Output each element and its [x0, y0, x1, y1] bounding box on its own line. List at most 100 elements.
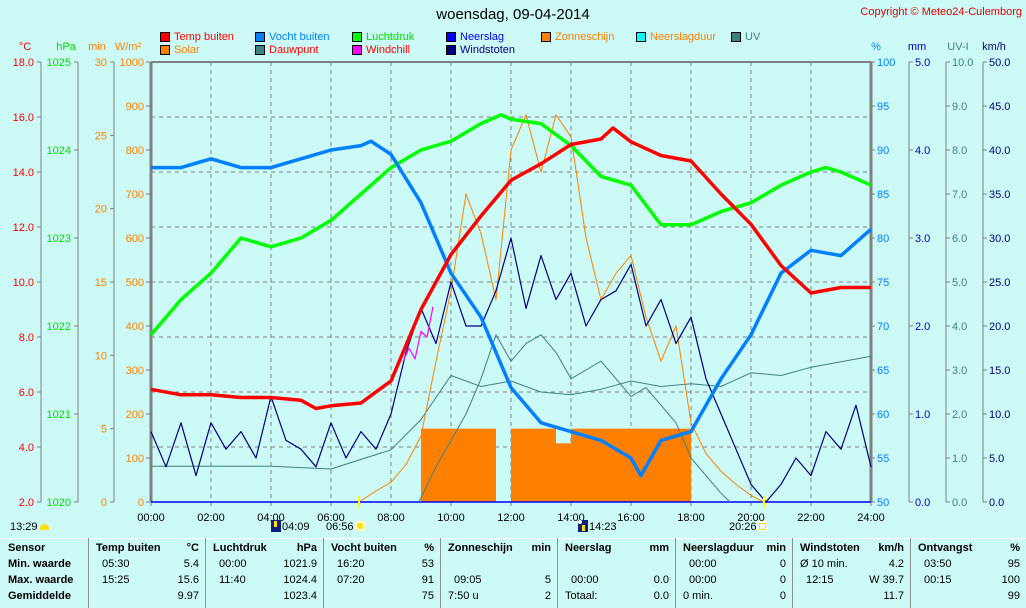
stats-row: 75	[323, 590, 440, 606]
axis-tick-label: 500	[126, 277, 144, 289]
axis-tick-label: 4.0	[915, 145, 930, 157]
axis-tick-label: 6.0	[952, 233, 967, 245]
stats-cell-value: 75	[421, 590, 434, 602]
legend-label: Windstoten	[460, 44, 516, 56]
stats-column: Ontvangst% 03:50 95 00:15 100 99	[910, 538, 1026, 608]
stats-cell-label: Ø 10 min.	[800, 558, 848, 570]
legend-item: Windstoten	[446, 44, 515, 56]
stats-cell-value: min	[766, 542, 786, 554]
sunshine-bar	[616, 428, 631, 502]
x-axis-tick-label: 12:00	[497, 512, 525, 524]
axis-tick-label: 100	[126, 453, 144, 465]
sunshine-bar	[466, 428, 481, 502]
axis-tick-label: 0	[101, 497, 107, 509]
stats-cell-label: Neerslag	[565, 542, 612, 554]
legend-label: Temp buiten	[174, 31, 234, 43]
axis-tick-label: 800	[126, 145, 144, 157]
axis-tick-label: 85	[877, 189, 889, 201]
axis-tick-label: 3.0	[915, 233, 930, 245]
moonrise-time: 04:09	[282, 521, 310, 533]
stats-cell-label: 03:50	[924, 558, 952, 570]
sunshine-bar	[436, 428, 451, 502]
stats-column: Windstoten km/h Ø 10 min. 4.2 12:15 W 39.7 11.…	[792, 538, 910, 608]
axis-tick-label: 1025	[47, 57, 71, 69]
stats-cell-value: 1023.4	[283, 590, 317, 602]
stats-cell-label: Windstoten	[800, 542, 860, 554]
sunshine-bar	[526, 428, 541, 502]
stats-cell-value: 5.4	[183, 558, 199, 570]
stats-row: 9.97	[88, 590, 205, 606]
stats-cell-value: 11.7	[883, 590, 904, 602]
legend-label: Dauwpunt	[269, 44, 319, 56]
sunshine-bar	[601, 428, 616, 502]
axis-tick-label: 8.0	[952, 145, 967, 157]
axis-tick-label: 1020	[47, 497, 71, 509]
axis-tick-label: 25	[95, 130, 107, 142]
copyright: Copyright © Meteo24-Culemborg	[860, 6, 1022, 18]
stats-header-row: Sensor	[0, 542, 88, 558]
legend-label: Zonneschijn	[555, 31, 615, 43]
axis-tick-label: 30.0	[989, 233, 1010, 245]
axis-tick-label: 30	[95, 57, 107, 69]
stats-cell-value: km/h	[878, 542, 904, 554]
stats-row: 05:30 5.4	[88, 558, 205, 574]
sunshine-bar	[481, 428, 496, 502]
sunshine-bar	[571, 428, 586, 502]
series-uv	[418, 334, 731, 503]
stats-header-row: Neerslag mm	[557, 542, 675, 558]
axis-tick-label: 700	[126, 189, 144, 201]
axis-tick-label: 2.0	[915, 321, 930, 333]
legend-swatch-icon	[160, 45, 170, 55]
legend-label: Windchill	[366, 44, 411, 56]
axis-unit-label: %	[871, 41, 881, 53]
stats-column-divider	[440, 538, 441, 608]
axis-unit-label: hPa	[56, 41, 76, 53]
axis-tick-label: 1023	[47, 233, 71, 245]
stats-cell-label: Vocht buiten	[331, 542, 397, 554]
legend-item: Windchill	[352, 44, 410, 56]
axis-tick-label: 15.0	[989, 365, 1010, 377]
stats-column: Zonneschijn min 09:05 5 7:50 u 2	[440, 538, 557, 608]
axis-tick-label: 50	[877, 497, 889, 509]
axis-tick-label: 5.0	[915, 57, 930, 69]
stats-column: Neerslagduur min 00:00 0 00:00 0 0 min. 0	[675, 538, 792, 608]
stats-cell-value: 15.6	[177, 574, 199, 586]
stats-row: 11.7	[792, 590, 910, 606]
stats-column-divider	[205, 538, 206, 608]
legend-swatch-icon	[255, 45, 265, 55]
stats-cell-label: 09:05	[454, 574, 482, 586]
axis-tick-label: 3.0	[952, 365, 967, 377]
stats-cell-value: 91	[421, 574, 434, 586]
stats-cell-label: 16:20	[337, 558, 365, 570]
stats-row: Max. waarde	[0, 574, 88, 590]
legend-label: Neerslagduur	[650, 31, 717, 43]
stats-header-row: Vocht buiten%	[323, 542, 440, 558]
axis-tick-label: 1.0	[952, 453, 967, 465]
legend-swatch-icon	[541, 32, 551, 42]
axis-tick-label: 1000	[120, 57, 144, 69]
stats-cell-label: 15:25	[102, 574, 130, 586]
axis-tick-label: 6.0	[19, 387, 34, 399]
series-temp-buiten	[150, 126, 871, 411]
stats-row: 00:00 1021.9	[205, 558, 323, 574]
moonset-time: 14:23	[589, 521, 617, 533]
legend-label: Solar	[174, 44, 200, 56]
legend-swatch-icon	[160, 32, 170, 42]
stats-column-divider	[675, 538, 676, 608]
stats-cell-label: 00:00	[571, 574, 599, 586]
stats-cell-value: hPa	[296, 542, 317, 554]
axis-tick-label: 12.0	[13, 222, 34, 234]
stats-cell-label: 05:30	[102, 558, 130, 570]
stats-row: 00:00 0	[675, 558, 792, 574]
stats-row: 12:15 W 39.7	[792, 574, 910, 590]
x-axis-tick-label: 00:00	[137, 512, 165, 524]
axis-tick-label: 90	[877, 145, 889, 157]
axis-tick-label: 9.0	[952, 101, 967, 113]
axis-tick-label: 75	[877, 277, 889, 289]
legend-item: Temp buiten	[160, 31, 234, 43]
stats-cell-value: 0	[779, 590, 786, 602]
sunrise-time: 06:56	[326, 521, 354, 533]
stats-row: 1023.4	[205, 590, 323, 606]
axis-tick-label: 10	[95, 350, 107, 362]
stats-cell-value: 2	[544, 590, 551, 602]
